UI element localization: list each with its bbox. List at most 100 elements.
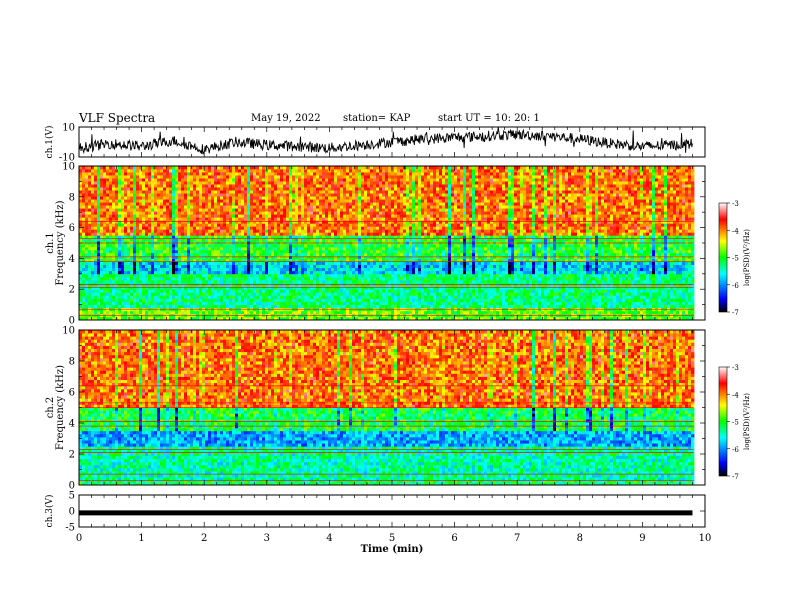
spectrogram-cell <box>124 261 127 264</box>
spectrogram-cell <box>148 280 151 283</box>
spectrogram-cell <box>226 199 229 202</box>
spectrogram-cell <box>349 205 352 208</box>
spectrogram-cell <box>259 261 262 264</box>
spectrogram-cell <box>193 244 196 247</box>
spectrogram-cell <box>199 311 202 314</box>
spectrogram-cell <box>190 256 193 259</box>
spectrogram-cell <box>316 166 319 169</box>
spectrogram-cell <box>241 202 244 205</box>
spectrogram-cell <box>247 178 250 181</box>
spectrogram-cell <box>136 220 139 223</box>
spectrogram-cell <box>256 265 259 268</box>
spectrogram-cell <box>124 250 127 253</box>
spectrogram-cell <box>172 169 175 172</box>
spectrogram-cell <box>88 302 91 305</box>
spectrogram-cell <box>142 305 145 308</box>
spectrogram-cell <box>115 268 118 271</box>
spectrogram-cell <box>157 268 160 271</box>
spectrogram-cell <box>367 302 370 305</box>
spectrogram-cell <box>109 226 112 229</box>
spectrogram-cell <box>316 274 319 277</box>
spectrogram-cell <box>163 223 166 226</box>
spectrogram-cell <box>268 247 271 250</box>
spectrogram-cell <box>256 211 259 214</box>
spectrogram-cell <box>163 202 166 205</box>
spectrogram-cell <box>139 178 142 181</box>
spectrogram-cell <box>151 172 154 175</box>
spectrogram-cell <box>178 199 181 202</box>
spectrogram-cell <box>244 311 247 314</box>
spectrogram-cell <box>301 199 304 202</box>
spectrogram-cell <box>181 184 184 187</box>
spectrogram-cell <box>262 274 265 277</box>
spectrogram-cell <box>79 292 82 295</box>
spectrogram-cell <box>202 196 205 199</box>
spectrogram-cell <box>211 172 214 175</box>
spectrogram-cell <box>370 232 373 235</box>
spectrogram-cell <box>100 305 103 308</box>
spectrogram-cell <box>208 202 211 205</box>
spectrogram-cell <box>334 289 337 292</box>
spectrogram-cell <box>259 229 262 232</box>
spectrogram-cell <box>199 271 202 274</box>
spectrogram-cell <box>133 199 136 202</box>
spectrogram-cell <box>208 305 211 308</box>
spectrogram-cell <box>367 181 370 184</box>
spectrogram-cell <box>256 226 259 229</box>
spectrogram-cell <box>310 169 313 172</box>
spectrogram-cell <box>136 271 139 274</box>
spectrogram-cell <box>331 295 334 298</box>
spectrogram-cell <box>304 298 307 301</box>
spectrogram-cell <box>109 169 112 172</box>
spectrogram-cell <box>190 184 193 187</box>
spectrogram-cell <box>127 229 130 232</box>
spectrogram-cell <box>262 190 265 193</box>
spectrogram-cell <box>163 193 166 196</box>
spectrogram-cell <box>277 190 280 193</box>
spectrogram-cell <box>256 232 259 235</box>
spectrogram-cell <box>163 205 166 208</box>
spectrogram-cell <box>235 208 238 211</box>
spectrogram-cell <box>202 277 205 280</box>
spectrogram-cell <box>268 166 271 169</box>
spectrogram-cell <box>205 166 208 169</box>
spectrogram-cell <box>274 292 277 295</box>
spectrogram-cell <box>322 208 325 211</box>
spectrogram-cell <box>118 199 121 202</box>
spectrogram-cell <box>349 181 352 184</box>
spectrogram-cell <box>358 268 361 271</box>
spectrogram-cell <box>124 253 127 256</box>
spectrogram-cell <box>313 199 316 202</box>
spectrogram-cell <box>223 250 226 253</box>
spectrogram-cell <box>331 268 334 271</box>
spectrogram-cell <box>79 172 82 175</box>
spectrogram-cell <box>262 280 265 283</box>
spectrogram-cell <box>217 169 220 172</box>
spectrogram-cell <box>145 202 148 205</box>
spectrogram-cell <box>253 175 256 178</box>
spectrogram-cell <box>202 247 205 250</box>
spectrogram-cell <box>346 280 349 283</box>
spectrogram-cell <box>256 178 259 181</box>
spectrogram-cell <box>160 199 163 202</box>
spectrogram-cell <box>121 229 124 232</box>
spectrogram-cell <box>367 220 370 223</box>
spectrogram-cell <box>241 175 244 178</box>
spectrogram-cell <box>139 187 142 190</box>
spectrogram-cell <box>79 214 82 217</box>
spectrogram-cell <box>127 190 130 193</box>
spectrogram-cell <box>220 184 223 187</box>
spectrogram-cell <box>121 178 124 181</box>
spectrogram-cell <box>166 193 169 196</box>
spectrogram-cell <box>154 265 157 268</box>
spectrogram-cell <box>127 247 130 250</box>
spectrogram-cell <box>187 193 190 196</box>
spectrogram-cell <box>181 205 184 208</box>
spectrogram-cell <box>217 229 220 232</box>
spectrogram-cell <box>184 226 187 229</box>
spectrogram-cell <box>163 211 166 214</box>
spectrogram-cell <box>202 298 205 301</box>
spectrogram-cell <box>229 178 232 181</box>
spectrogram-cell <box>328 265 331 268</box>
spectrogram-cell <box>232 229 235 232</box>
